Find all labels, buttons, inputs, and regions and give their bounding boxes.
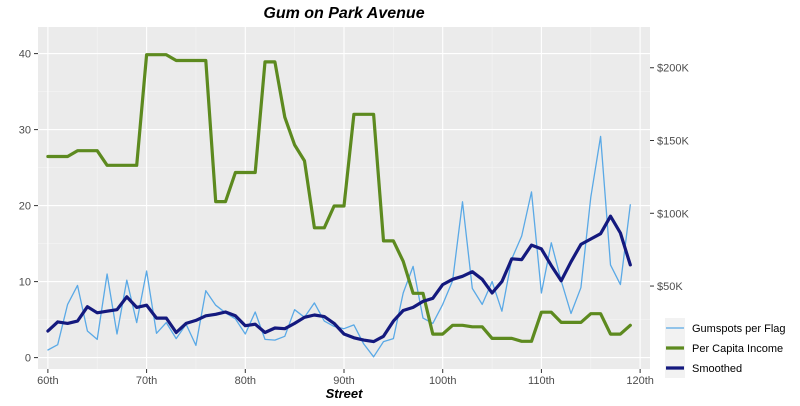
series-line-per-capita-income — [46, 53, 632, 343]
left-axis-tick-label: 20 — [19, 201, 31, 213]
legend-label-smoothed: Smoothed — [692, 363, 742, 375]
left-axis-tick-label: 10 — [19, 277, 31, 289]
left-axis-tick-label: 30 — [19, 125, 31, 137]
left-axis: 0 10 20 30 40 — [19, 49, 38, 365]
x-axis-title: Street — [326, 386, 364, 401]
left-axis-tick-label: 40 — [19, 49, 31, 61]
x-axis-tick-label: 110th — [528, 375, 555, 387]
x-axis-tick-label: 90th — [333, 375, 354, 387]
series-line-smoothed — [46, 214, 632, 344]
x-axis-tick-label: 80th — [235, 375, 256, 387]
right-axis-tick-label: $100K — [657, 208, 689, 220]
x-axis-tick-label: 100th — [429, 375, 457, 387]
x-axis-tick-label: 70th — [136, 375, 157, 387]
x-axis-tick-label: 60th — [37, 375, 58, 387]
right-axis-tick-label: $200K — [657, 63, 689, 75]
legend-label-gumspots-per-flag: Gumspots per Flag — [692, 323, 786, 335]
series-layer — [46, 53, 632, 358]
left-axis-tick-label: 0 — [25, 353, 31, 365]
legend-label-per-capita-income: Per Capita Income — [692, 343, 783, 355]
chart-title: Gum on Park Avenue — [263, 5, 424, 22]
right-axis-tick-label: $150K — [657, 136, 689, 148]
x-axis: 60th 70th 80th 90th 100th 110th 120th — [37, 369, 654, 387]
right-axis: $50K $100K $150K $200K — [650, 63, 689, 293]
grid-major — [38, 27, 650, 369]
legend: Gumspots per Flag Per Capita Income Smooth… — [665, 318, 786, 378]
x-axis-tick-label: 120th — [626, 375, 654, 387]
right-axis-tick-label: $50K — [657, 281, 683, 293]
